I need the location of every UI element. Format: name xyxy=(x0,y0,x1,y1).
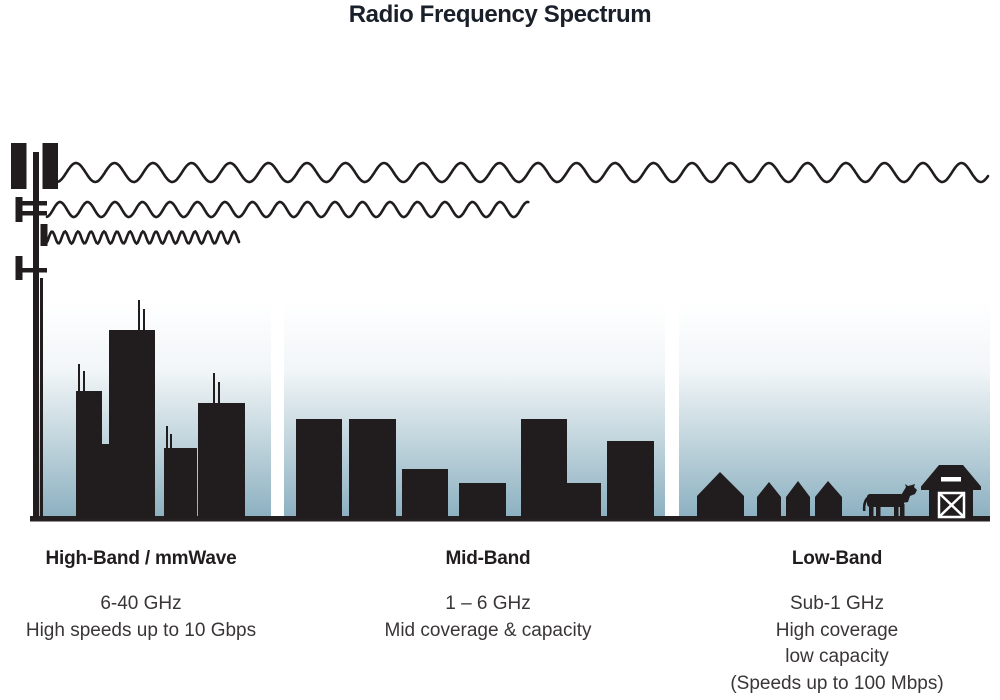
low-band-speed-note: (Speeds up to 100 Mbps) xyxy=(730,672,944,694)
ground-line xyxy=(30,516,990,522)
low-band-farm-icon xyxy=(697,465,981,519)
barn-icon xyxy=(921,465,981,519)
mid-band-label: Mid-Band 1 – 6 GHz Mid coverage & capaci… xyxy=(328,548,648,644)
mid-band-description: Mid coverage & capacity xyxy=(384,619,592,641)
high-band-frequency: 6-40 GHz xyxy=(100,593,182,614)
mid-band-sky-panel xyxy=(284,300,665,516)
radio-waves xyxy=(42,161,990,246)
low-band-heading: Low-Band xyxy=(791,548,883,569)
high-band-wave-icon xyxy=(42,229,241,246)
low-band-wave-icon xyxy=(46,161,990,184)
house-icon xyxy=(697,472,842,518)
low-band-label: Low-Band Sub-1 GHz High coverage low cap… xyxy=(677,548,997,697)
mid-band-wave-icon xyxy=(45,200,530,219)
low-band-description2: low capacity xyxy=(785,646,889,667)
high-band-description: High speeds up to 10 Gbps xyxy=(25,619,257,641)
low-band-description: High coverage xyxy=(775,619,899,641)
high-band-heading: High-Band / mmWave xyxy=(45,548,237,569)
mid-band-frequency: 1 – 6 GHz xyxy=(445,593,531,614)
cell-tower-icon xyxy=(11,143,58,518)
mid-band-heading: Mid-Band xyxy=(445,548,531,569)
cow-icon xyxy=(862,484,917,517)
high-band-label: High-Band / mmWave 6-40 GHz High speeds … xyxy=(11,548,271,644)
low-band-frequency: Sub-1 GHz xyxy=(790,593,884,614)
high-band-skyline-icon xyxy=(76,300,245,518)
page-title: Radio Frequency Spectrum xyxy=(348,1,652,28)
mid-band-skyline-icon xyxy=(296,419,654,518)
